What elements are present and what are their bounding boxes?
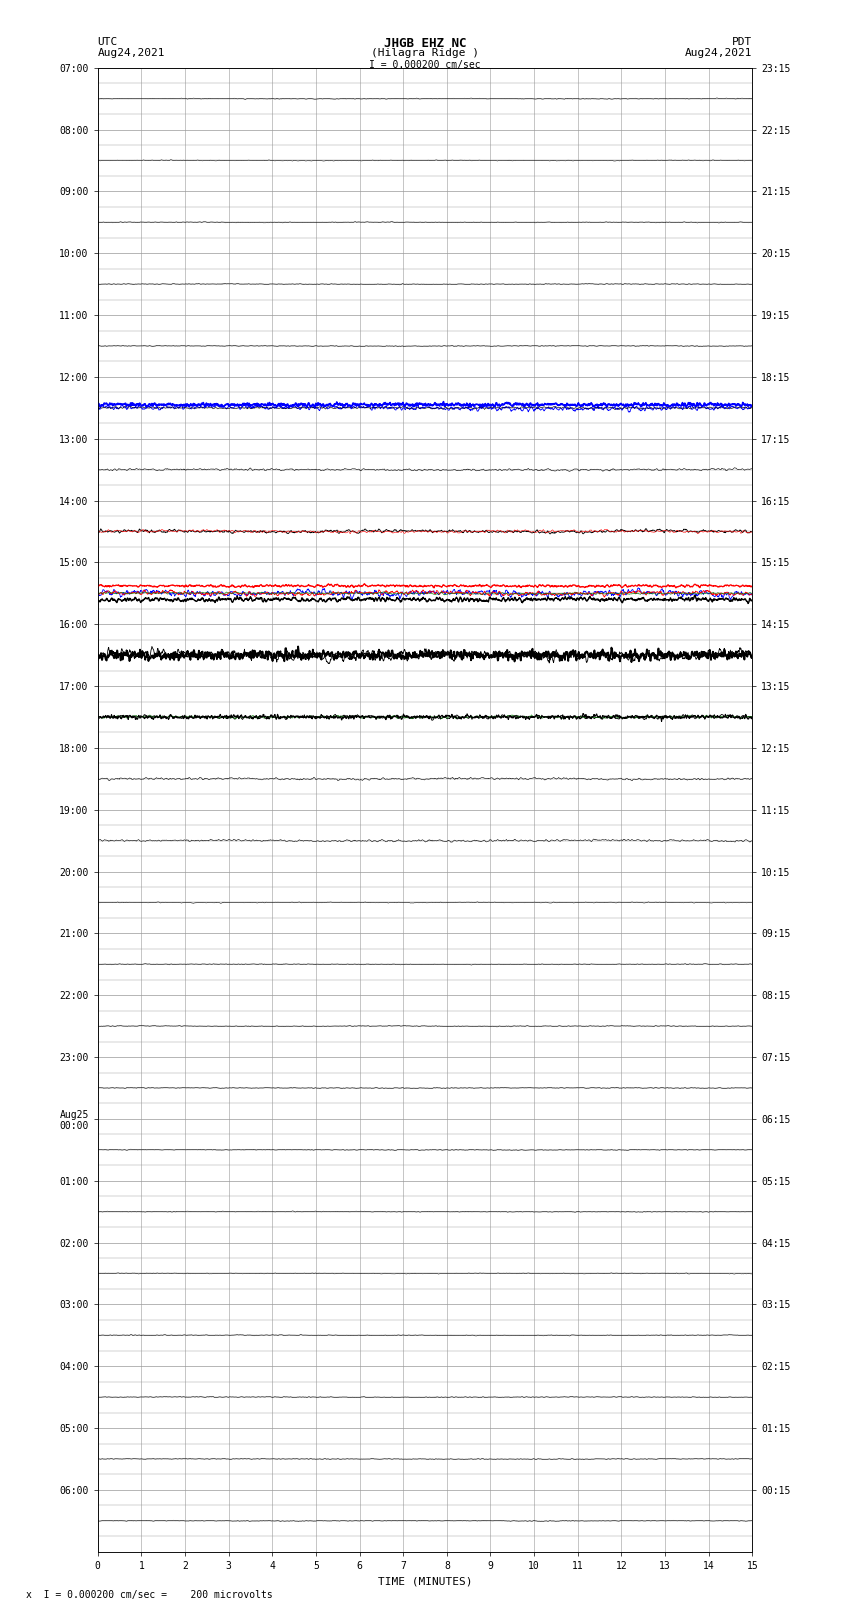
Text: JHGB EHZ NC: JHGB EHZ NC — [383, 37, 467, 50]
Text: x  I = 0.000200 cm/sec =    200 microvolts: x I = 0.000200 cm/sec = 200 microvolts — [26, 1590, 272, 1600]
Text: UTC: UTC — [98, 37, 118, 47]
X-axis label: TIME (MINUTES): TIME (MINUTES) — [377, 1576, 473, 1586]
Text: Aug24,2021: Aug24,2021 — [685, 48, 752, 58]
Text: Aug24,2021: Aug24,2021 — [98, 48, 165, 58]
Text: PDT: PDT — [732, 37, 752, 47]
Text: (Hilagra Ridge ): (Hilagra Ridge ) — [371, 48, 479, 58]
Text: I = 0.000200 cm/sec: I = 0.000200 cm/sec — [369, 60, 481, 69]
